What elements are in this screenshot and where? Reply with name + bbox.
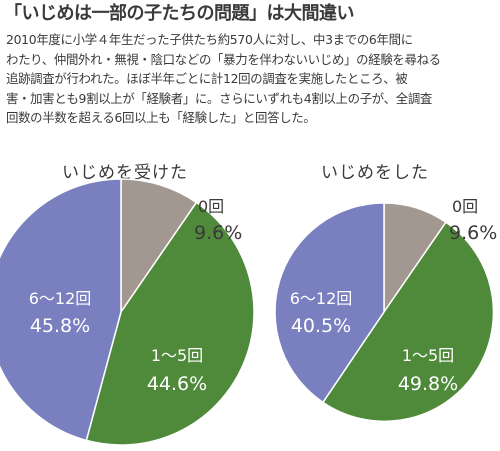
slice-name-label: 6〜12回	[290, 289, 353, 308]
body-text: 2010年度に小学４年生だった子供たち約570人に対し、中3までの6年間に わた…	[6, 30, 496, 128]
pie-chart-committed: 0回 9.6% 1〜5回 49.8% 6〜12回 40.5%	[274, 197, 497, 422]
body-line: わたり、仲間外れ・無視・陰口などの「暴力を伴わないいじめ」の経験を尋ねる	[6, 51, 441, 67]
slice-value-label: 40.5%	[291, 315, 351, 337]
headline: 「いじめは一部の子たちの問題」は大間違い	[4, 3, 355, 24]
pie-chart-received: 0回 9.6% 1〜5回 44.6% 6〜12回 45.8%	[0, 178, 255, 446]
pie-slice	[321, 221, 495, 422]
slice-value-label: 49.8%	[398, 373, 458, 395]
pie-slice	[274, 202, 385, 404]
slice-name-label: 0回	[452, 197, 478, 216]
slice-value-label: 9.6%	[194, 222, 242, 244]
slice-name-label: 1〜5回	[151, 346, 203, 365]
chart-title-committed: いじめをした	[321, 163, 429, 183]
slice-value-label: 44.6%	[147, 373, 207, 395]
slice-name-label: 0回	[198, 197, 224, 216]
pie-slice	[85, 201, 255, 446]
pie-slice	[120, 178, 198, 315]
body-line: 害・加害とも9割以上が「経験者」に。さらにいずれも4割以上の子が、全調査	[6, 90, 432, 106]
slice-value-label: 9.6%	[449, 222, 497, 244]
pie-slice	[0, 178, 122, 442]
body-line: 2010年度に小学４年生だった子供たち約570人に対し、中3までの6年間に	[6, 32, 413, 47]
body-line: 追跡調査が行われた。ほぼ半年ごとに計12回の調査を実施したところ、被	[6, 71, 408, 86]
slice-value-label: 45.8%	[30, 315, 90, 337]
chart-title-received: いじめを受けた	[62, 163, 188, 183]
slice-name-label: 6〜12回	[29, 289, 92, 308]
body-line: 回数の半数を超える6回以上も「経験した」と回答した。	[6, 110, 316, 125]
slice-name-label: 1〜5回	[402, 346, 454, 365]
